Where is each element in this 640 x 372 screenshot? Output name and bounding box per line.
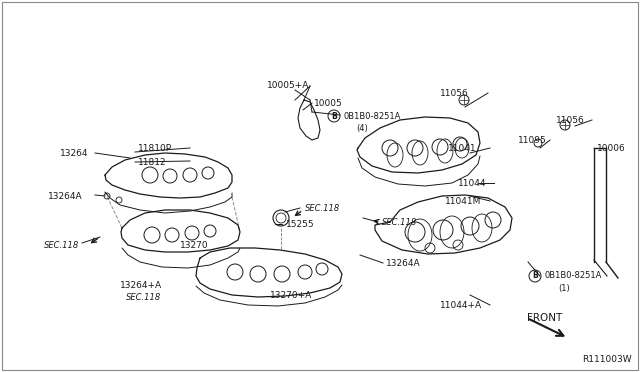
Text: 10006: 10006 [597,144,626,153]
Text: 11812: 11812 [138,157,166,167]
Text: 11044+A: 11044+A [440,301,482,310]
Text: (1): (1) [558,283,570,292]
Text: R111003W: R111003W [582,355,632,364]
Text: 13264+A: 13264+A [120,280,162,289]
Text: 13270: 13270 [180,241,209,250]
Text: SEC.118: SEC.118 [126,292,161,301]
Text: (4): (4) [356,124,368,132]
Text: SEC.118: SEC.118 [382,218,417,227]
Text: SEC.118: SEC.118 [44,241,79,250]
Text: 15255: 15255 [286,219,315,228]
Text: 11056: 11056 [556,115,585,125]
Text: FRONT: FRONT [527,313,563,323]
Text: 11056: 11056 [440,89,468,97]
Text: 11810P: 11810P [138,144,172,153]
Text: 10005: 10005 [314,99,343,108]
Text: 11041M: 11041M [445,196,481,205]
Text: B: B [331,112,337,121]
Text: 13270+A: 13270+A [270,291,312,299]
Text: 13264A: 13264A [48,192,83,201]
Text: 11044: 11044 [458,179,486,187]
Text: 0B1B0-8251A: 0B1B0-8251A [545,272,602,280]
Text: B: B [532,272,538,280]
Text: 0B1B0-8251A: 0B1B0-8251A [344,112,401,121]
Text: 11041: 11041 [448,144,477,153]
Text: 10005+A: 10005+A [267,80,309,90]
Text: 11095: 11095 [518,135,547,144]
Text: 13264A: 13264A [386,259,420,267]
Text: 13264: 13264 [60,148,88,157]
Text: SEC.118: SEC.118 [305,203,340,212]
